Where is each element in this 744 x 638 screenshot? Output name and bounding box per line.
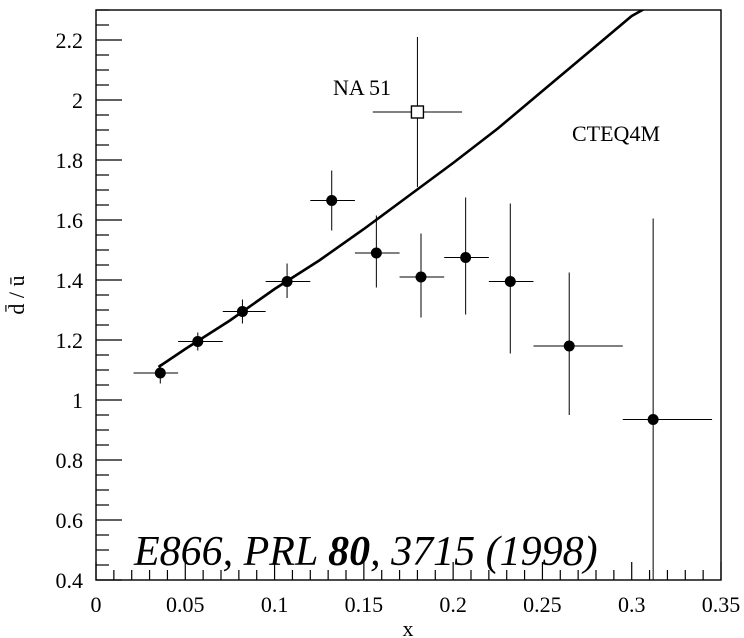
filled-circle-marker [281, 276, 293, 287]
y-axis-title: d̄ / ū [4, 275, 29, 314]
y-tick-label: 0.8 [56, 448, 84, 473]
x-tick-label: 0.1 [261, 592, 289, 617]
x-tick-label: 0.3 [618, 592, 646, 617]
y-tick-label: 1.8 [56, 148, 84, 173]
e866-point [354, 215, 400, 288]
annotation-cteq4m: CTEQ4M [572, 121, 660, 146]
axis-ticks [95, 9, 722, 581]
e866-point [444, 197, 489, 315]
cteq4m-curve [157, 10, 646, 369]
e866-point [399, 233, 445, 318]
citation-volume: 80 [328, 529, 370, 575]
filled-circle-marker [370, 247, 382, 259]
y-tick-label: 1.4 [56, 268, 84, 293]
e866-point [133, 364, 179, 384]
y-tick-label: 1.6 [56, 208, 84, 233]
e866-point [533, 272, 623, 415]
y-tick-label: 1 [72, 388, 83, 413]
filled-circle-marker [154, 367, 166, 379]
x-axis-title: x [403, 616, 414, 638]
x-tick-label: 0.05 [166, 592, 205, 617]
filled-circle-marker [192, 336, 204, 347]
y-tick-label: 0.4 [56, 568, 84, 593]
e866-point [178, 332, 223, 351]
citation-part1: E866, PRL [133, 529, 328, 575]
x-tick-label: 0 [91, 592, 102, 617]
filled-circle-marker [563, 340, 575, 352]
y-tick-label: 1.2 [56, 328, 84, 353]
theory-curve-layer [157, 10, 646, 369]
x-tick-label: 0.35 [702, 592, 741, 617]
filled-circle-marker [647, 414, 659, 425]
citation-part2: , 3715 (1998) [370, 529, 597, 575]
e866-point [622, 218, 713, 580]
filled-circle-marker [415, 271, 427, 283]
y-tick-label: 0.6 [56, 508, 84, 533]
e866-point [265, 263, 311, 298]
filled-circle-marker [504, 276, 516, 287]
annotation-na51: NA 51 [333, 75, 391, 100]
filled-circle-marker [326, 195, 338, 206]
x-tick-label: 0.2 [439, 592, 467, 617]
filled-circle-marker [460, 252, 472, 263]
e866-point [488, 203, 534, 354]
data-points-layer [133, 37, 713, 580]
x-tick-label: 0.25 [523, 592, 562, 617]
x-tick-label: 0.15 [345, 592, 384, 617]
e866-point [310, 170, 355, 231]
axis-tick-labels: 0 0.05 0.1 0.15 0.2 0.25 0.3 0.35 0.4 0.6 0.8 1 1.2 1… [56, 28, 741, 617]
na51-point [372, 37, 463, 187]
y-tick-label: 2.2 [56, 28, 84, 53]
open-square-marker [410, 105, 425, 119]
y-tick-label: 2 [72, 88, 83, 113]
plot-frame [95, 9, 722, 581]
filled-circle-marker [236, 306, 248, 317]
citation-text: E866, PRL 80, 3715 (1998) [133, 529, 598, 575]
e866-point [222, 299, 266, 324]
